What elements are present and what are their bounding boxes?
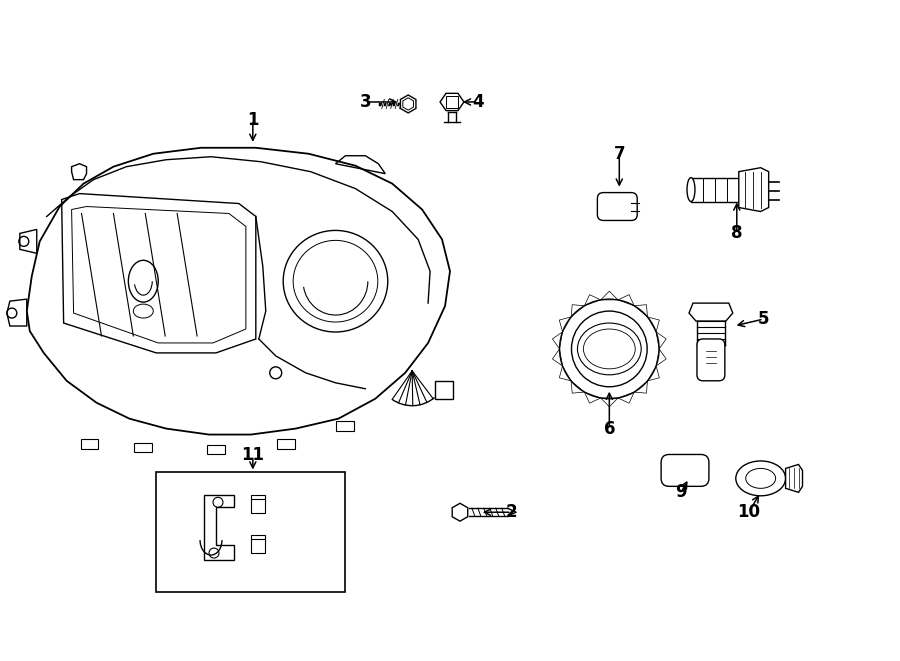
Polygon shape: [786, 465, 803, 492]
Polygon shape: [691, 178, 739, 202]
Polygon shape: [689, 303, 733, 321]
Text: 10: 10: [737, 503, 760, 522]
Text: 5: 5: [758, 310, 770, 328]
Polygon shape: [572, 305, 584, 317]
Text: 1: 1: [248, 111, 258, 129]
Circle shape: [572, 311, 647, 387]
FancyBboxPatch shape: [697, 339, 724, 381]
Bar: [337, 420, 355, 430]
Bar: [81, 438, 98, 449]
Bar: [276, 438, 294, 449]
Ellipse shape: [736, 461, 786, 496]
Text: 6: 6: [604, 420, 615, 438]
Ellipse shape: [687, 178, 695, 202]
Text: 9: 9: [675, 483, 687, 501]
Bar: [207, 444, 225, 455]
Polygon shape: [656, 332, 666, 349]
FancyBboxPatch shape: [662, 455, 709, 486]
Polygon shape: [647, 317, 660, 332]
Text: 4: 4: [472, 93, 483, 111]
Ellipse shape: [578, 323, 641, 375]
Polygon shape: [400, 95, 416, 113]
Polygon shape: [618, 392, 634, 403]
Polygon shape: [553, 332, 562, 349]
Polygon shape: [559, 317, 572, 332]
Text: 3: 3: [359, 93, 371, 111]
Polygon shape: [553, 349, 562, 366]
Polygon shape: [618, 295, 634, 306]
FancyBboxPatch shape: [251, 495, 265, 513]
Text: 7: 7: [614, 145, 626, 163]
FancyBboxPatch shape: [251, 535, 265, 553]
Polygon shape: [584, 392, 600, 403]
Polygon shape: [452, 503, 468, 521]
Polygon shape: [559, 366, 572, 381]
Polygon shape: [647, 366, 660, 381]
Polygon shape: [440, 93, 464, 110]
Bar: [157, 473, 346, 592]
Text: 8: 8: [731, 225, 742, 243]
Polygon shape: [634, 305, 647, 317]
Polygon shape: [739, 168, 769, 212]
Polygon shape: [634, 381, 647, 393]
Bar: [134, 442, 152, 453]
Polygon shape: [572, 381, 584, 393]
Text: 2: 2: [506, 503, 518, 522]
Polygon shape: [600, 398, 618, 407]
Bar: [435, 381, 453, 399]
Polygon shape: [656, 349, 666, 366]
Text: 11: 11: [241, 446, 265, 465]
Polygon shape: [584, 295, 600, 306]
FancyBboxPatch shape: [598, 192, 637, 221]
Polygon shape: [204, 495, 234, 560]
Polygon shape: [600, 291, 618, 300]
